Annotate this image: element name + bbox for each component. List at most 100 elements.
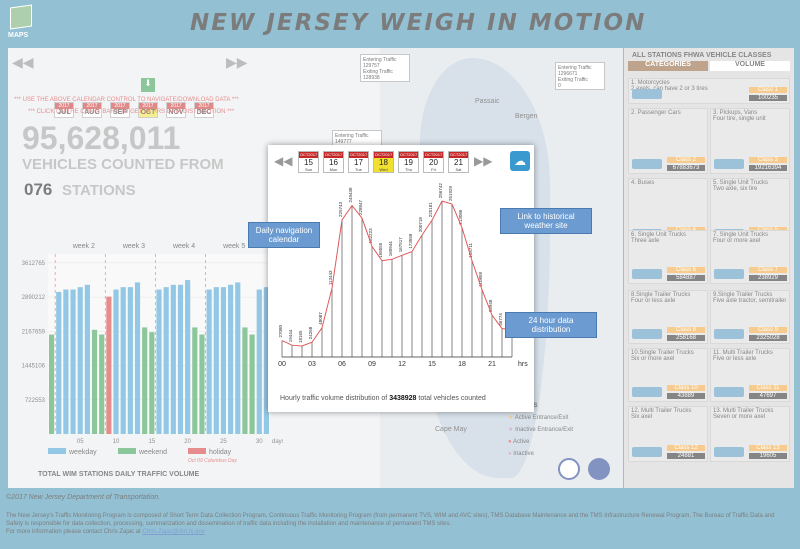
month-oct[interactable]: 2017 OCT	[138, 102, 158, 118]
class-label: Class 2	[667, 157, 705, 163]
class-title: 4. Buses	[631, 180, 655, 186]
day-bar-21[interactable]	[192, 327, 198, 434]
day-20[interactable]: OCT2017 20 Fri	[423, 151, 444, 173]
email-link[interactable]: Chris.Zajac@dot.nj.gov	[142, 529, 205, 535]
class-title: 7. Single Unit Trucks	[713, 232, 769, 238]
day-bar-16[interactable]	[156, 289, 162, 434]
class-card-3[interactable]: 3. Pickups, Vans Four tire, single unit Cl…	[710, 108, 790, 174]
legend-swatch-weekday	[48, 448, 66, 454]
hour-axis-unit: hrs	[518, 361, 528, 368]
day-bar-3[interactable]	[63, 289, 69, 434]
day-bar-11[interactable]	[120, 287, 126, 434]
day-bar-10[interactable]	[113, 289, 119, 434]
month-aug[interactable]: 2017 AUG	[82, 102, 102, 118]
hour-value-label: 251929	[448, 186, 453, 202]
hour-value-label: 256742	[438, 183, 443, 199]
njdot-logo-icon	[558, 458, 580, 480]
day-bar-22[interactable]	[199, 334, 205, 434]
class-desc: Two axle, six tire	[713, 186, 758, 192]
day-bar-28[interactable]	[242, 327, 248, 434]
hour-value-label: 68948	[488, 299, 493, 312]
class-card-9[interactable]: 9.Single Trailer Trucks Five axle tractor…	[710, 290, 790, 344]
class-title: 1. Motorcycles	[631, 80, 670, 86]
class-desc: 2 axels, can have 2 or 3 tires	[631, 86, 708, 92]
day-bar-24[interactable]	[213, 287, 219, 434]
class-card-8[interactable]: 8.Single Trailer Trucks Four or less axle…	[628, 290, 708, 344]
map-popup-2: Entering Traffic 1296671 Exiting Traffic 0	[555, 62, 605, 90]
hour-value-label: 228847	[358, 200, 363, 216]
class-card-6[interactable]: 6. Single Unit Trucks Three axle Class 6 58…	[628, 230, 708, 284]
class-card-2[interactable]: 2. Passenger Cars Class 2 67883673	[628, 108, 708, 174]
day-bar-20[interactable]	[185, 280, 191, 434]
maps-label[interactable]: MAPS	[8, 32, 29, 39]
month-jul[interactable]: 2017 JUL	[54, 102, 74, 118]
day-bar-4[interactable]	[70, 289, 76, 434]
day-18[interactable]: OCT2017 18 Wed	[373, 151, 394, 173]
class-card-10[interactable]: 10.Single Trailer Trucks Six or more axel…	[628, 348, 708, 402]
month-sep[interactable]: 2017 SEP	[110, 102, 130, 118]
x-tick-label: 10	[113, 439, 120, 445]
day-bar-17[interactable]	[163, 287, 169, 434]
calendar-prev-button[interactable]: ◀◀	[12, 54, 34, 70]
callout-weather: Link to historical weather site	[500, 208, 592, 234]
day-bar-1[interactable]	[49, 334, 55, 434]
class-value: 19216394	[749, 165, 787, 171]
class-value: 19605	[749, 453, 787, 459]
legend-label-weekend: weekend	[138, 449, 167, 456]
day-bar-13[interactable]	[134, 282, 141, 434]
class-title: 3. Pickups, Vans	[713, 110, 758, 116]
class-label: Class 7	[749, 267, 787, 273]
class-value: 67883673	[667, 165, 705, 171]
popup-next-button[interactable]: ▶▶	[474, 154, 493, 168]
month-nov[interactable]: 2017 NOV	[166, 102, 186, 118]
day-bar-14[interactable]	[142, 327, 148, 434]
stations-label: STATIONS	[62, 182, 136, 199]
day-bar-18[interactable]	[170, 284, 176, 434]
class-desc: Three axle	[631, 238, 660, 244]
class-label: Class 9	[749, 327, 787, 333]
day-bar-25[interactable]	[220, 287, 227, 434]
download-button[interactable]: ⬇	[141, 78, 155, 92]
day-bar-5[interactable]	[77, 287, 83, 434]
day-16[interactable]: OCT2017 16 Mon	[323, 151, 344, 173]
day-19[interactable]: OCT2017 19 Thu	[398, 151, 419, 173]
day-bar-9[interactable]	[106, 296, 112, 434]
day-bar-15[interactable]	[149, 332, 155, 434]
class-label: Class 10	[667, 385, 705, 391]
day-bar-26[interactable]	[228, 284, 234, 434]
weather-icon[interactable]: ☁	[510, 151, 530, 171]
class-card-1[interactable]: 1. Motorcycles 2 axels, can have 2 or 3 t…	[628, 78, 790, 104]
day-bar-2[interactable]	[56, 291, 62, 434]
popup-prev-button[interactable]: ◀◀	[274, 154, 293, 168]
day-bar-29[interactable]	[249, 334, 255, 434]
day-bar-6[interactable]	[84, 284, 90, 434]
tab-volume[interactable]: VOLUME	[710, 61, 790, 71]
day-bar-31[interactable]	[263, 287, 269, 434]
hourly-chart[interactable]: 27080 19444 18165 24268 48087 113443 225743 249…	[268, 177, 534, 392]
class-title: 2. Passenger Cars	[631, 110, 681, 116]
class-card-7[interactable]: 7. Single Unit Trucks Four or more axel Cl…	[710, 230, 790, 284]
class-card-12[interactable]: 12. Multi Trailer Trucks Six axel Class 12…	[628, 406, 708, 462]
calendar-next-button[interactable]: ▶▶	[226, 54, 248, 70]
class-value: 24881	[667, 453, 705, 459]
class-card-13[interactable]: 13. Multi Trailer Trucks Seven or more ax…	[710, 406, 790, 462]
tab-categories[interactable]: CATEGORIES	[628, 61, 708, 71]
day-bar-8[interactable]	[99, 334, 105, 434]
week-label: week 3	[122, 243, 145, 250]
class-desc: Five or less axle	[713, 356, 757, 362]
x-tick-label: 15	[148, 439, 155, 445]
day-21[interactable]: OCT2017 21 Sat	[448, 151, 469, 173]
day-bar-19[interactable]	[177, 284, 184, 434]
hourly-line	[281, 200, 513, 347]
daily-volume-chart[interactable]: 3612765 2890212 2167659 1445106 722553 05 10 15…	[8, 234, 283, 469]
day-bar-12[interactable]	[127, 287, 133, 434]
day-17[interactable]: OCT2017 17 Tue	[348, 151, 369, 173]
month-dec[interactable]: 2017 DEC	[194, 102, 214, 118]
day-bar-30[interactable]	[256, 289, 262, 434]
day-bar-23[interactable]	[206, 289, 212, 434]
day-bar-27[interactable]	[235, 282, 241, 434]
class-card-11[interactable]: 11. Multi Trailer Trucks Five or less axl…	[710, 348, 790, 402]
day-bar-7[interactable]	[91, 329, 98, 434]
vehicle-icon	[632, 269, 662, 279]
day-15[interactable]: OCT2017 15 Sun	[298, 151, 319, 173]
